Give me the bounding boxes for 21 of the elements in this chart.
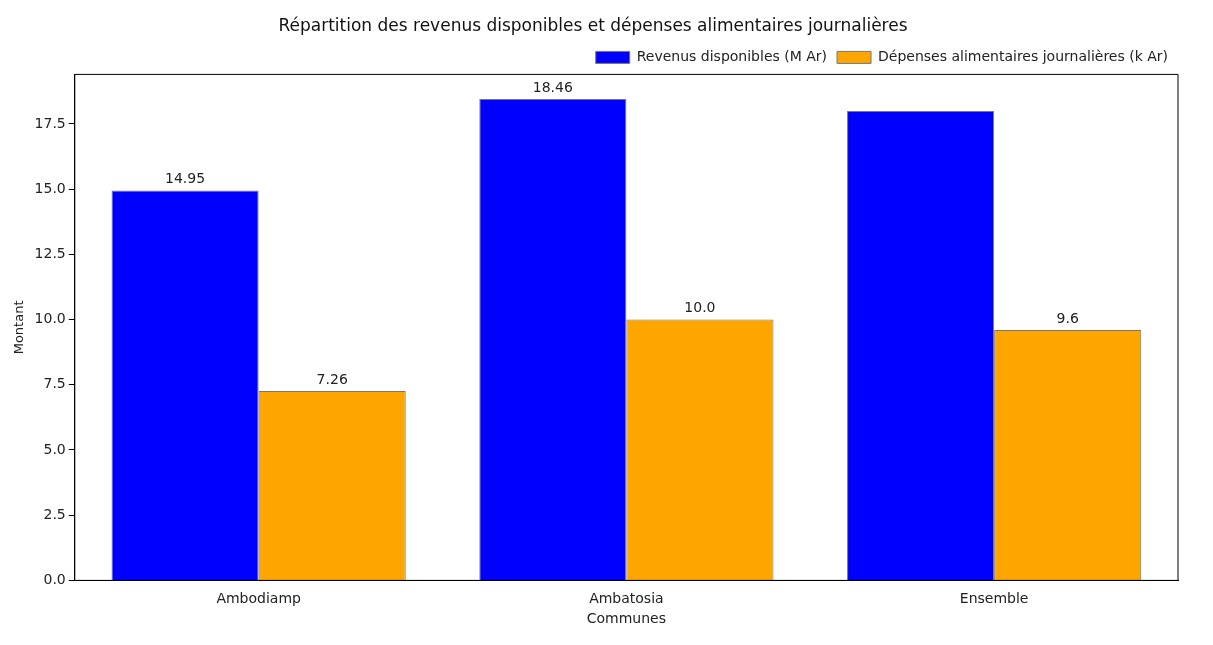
legend-label: Dépenses alimentaires journalières (k Ar) [878,48,1168,65]
data-label: 14.95 [165,170,206,187]
y-tick-label: 5.0 [43,440,66,457]
data-label: 10.0 [684,299,716,316]
x-tick-label: Ensemble [959,590,1029,607]
chart-title: Répartition des revenus disponibles et dépenses alimentaires journalières [278,14,908,35]
y-tick-label: 0.0 [43,571,66,588]
y-tick-label: 17.5 [34,114,66,131]
y-tick-label: 7.5 [43,375,66,392]
x-tick-label: Ambatosia [589,590,664,607]
y-tick-label: 12.5 [34,245,66,262]
legend-label: Revenus disponibles (M Ar) [636,48,828,65]
x-axis-title: Communes [586,610,667,627]
data-label: 18.46 [532,78,573,95]
x-tick-label: Ambodiamp [216,590,302,607]
y-tick-label: 2.5 [43,505,66,522]
data-label: 9.6 [1056,309,1079,326]
y-tick-label: 10.0 [34,310,66,327]
y-axis-title: Montant [11,300,27,355]
y-tick-label: 15.0 [34,179,66,196]
data-label: 7.26 [316,370,348,387]
